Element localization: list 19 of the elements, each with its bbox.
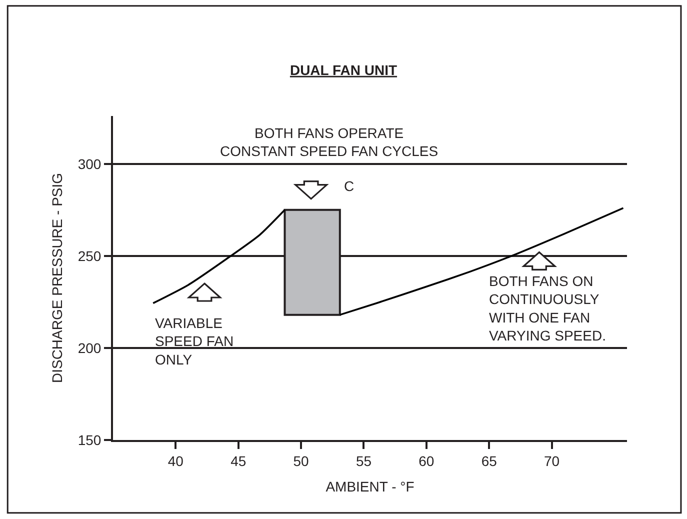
y-tick-label: 300 bbox=[78, 156, 102, 172]
x-axis-title: AMBIENT - °F bbox=[326, 478, 414, 495]
y-tick-label: 200 bbox=[78, 340, 102, 356]
annotation: VARIABLE SPEED FAN ONLY bbox=[155, 315, 234, 368]
x-tick-label: 50 bbox=[293, 452, 310, 469]
y-axis-title: DISCHARGE PRESSURE - PSIG bbox=[48, 172, 65, 384]
annotation: BOTH FANS OPERATE CONSTANT SPEED FAN CYCLES bbox=[220, 125, 438, 160]
x-tick-label: 45 bbox=[230, 452, 246, 469]
annotation: BOTH FANS ON CONTINUOUSLY WITH ONE FAN VARYING SPEED. bbox=[489, 273, 606, 344]
x-tick-label: 60 bbox=[418, 452, 434, 469]
annotation: C bbox=[344, 178, 354, 194]
line-series bbox=[152, 208, 286, 304]
x-tick-label: 40 bbox=[168, 452, 184, 469]
x-tick-label: 70 bbox=[544, 452, 560, 469]
x-tick-label: 65 bbox=[481, 452, 498, 469]
y-tick-label: 250 bbox=[78, 248, 102, 264]
chart-title: DUAL FAN UNIT bbox=[290, 62, 398, 78]
y-tick-label: 150 bbox=[78, 432, 102, 448]
x-tick-label: 55 bbox=[356, 452, 372, 469]
